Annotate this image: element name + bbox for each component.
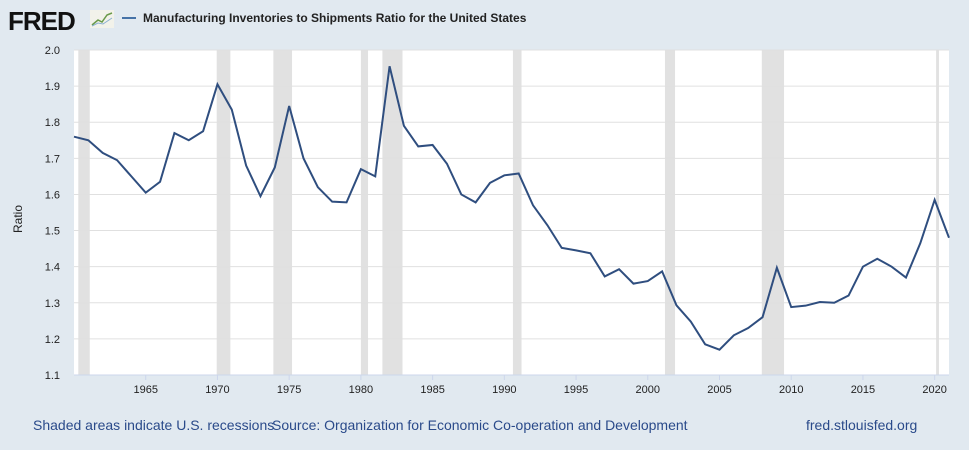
recession-band [382, 50, 403, 375]
recession-note: Shaded areas indicate U.S. recessions [33, 417, 275, 433]
recession-band [360, 50, 369, 375]
x-tick-label: 1970 [205, 384, 229, 396]
x-tick-label: 1995 [564, 384, 588, 396]
legend-swatch [122, 17, 136, 19]
y-tick-label: 1.1 [45, 370, 60, 382]
y-tick-label: 1.7 [45, 153, 60, 165]
recession-band [512, 50, 522, 375]
y-tick-label: 1.9 [45, 81, 60, 93]
chart-legend: Manufacturing Inventories to Shipments R… [122, 11, 526, 25]
recession-band [273, 50, 293, 375]
recession-band [936, 50, 939, 375]
fred-logo[interactable]: FRED [8, 6, 76, 36]
series-line [73, 66, 950, 351]
x-tick-label: 2020 [922, 384, 946, 396]
y-tick-label: 2.0 [45, 45, 60, 57]
plot-area [74, 50, 949, 375]
y-tick-label: 1.2 [45, 334, 60, 346]
legend-label: Manufacturing Inventories to Shipments R… [143, 11, 527, 25]
x-tick-label: 2005 [707, 384, 731, 396]
x-tick-label: 1990 [492, 384, 516, 396]
recession-band [78, 50, 90, 375]
x-tick-label: 2010 [779, 384, 803, 396]
recession-band [664, 50, 676, 375]
fred-chart-icon [90, 10, 114, 28]
x-tick-label: 2000 [636, 384, 660, 396]
x-tick-label: 1980 [349, 384, 373, 396]
y-tick-label: 1.6 [45, 189, 60, 201]
y-tick-label: 1.4 [45, 262, 60, 274]
x-tick-label: 1965 [133, 384, 157, 396]
x-tick-label: 2015 [851, 384, 875, 396]
recession-band [216, 50, 231, 375]
y-tick-label: 1.5 [45, 226, 60, 238]
y-tick-label: 1.3 [45, 298, 60, 310]
recession-band [761, 50, 785, 375]
y-tick-label: 1.8 [45, 117, 60, 129]
x-tick-label: 1975 [277, 384, 301, 396]
source-note: Source: Organization for Economic Co-ope… [272, 417, 688, 433]
site-link[interactable]: fred.stlouisfed.org [806, 417, 918, 433]
x-tick-label: 1985 [420, 384, 444, 396]
